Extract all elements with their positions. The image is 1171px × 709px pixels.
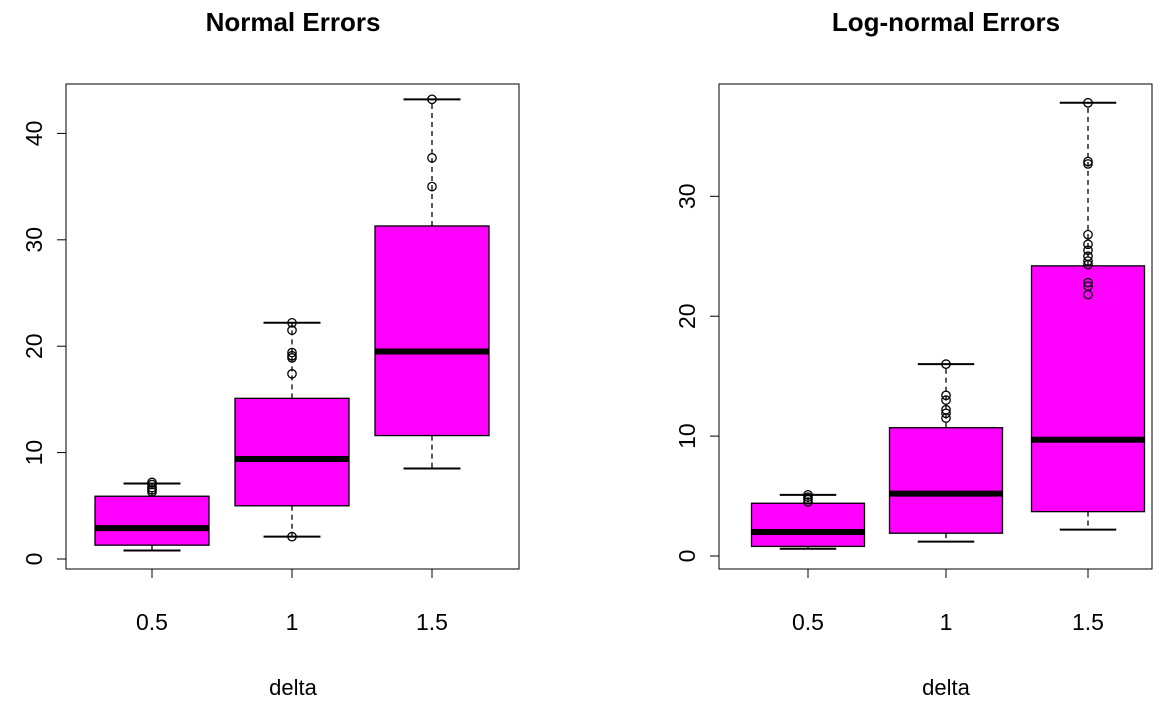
box-1.5: [374, 94, 490, 470]
outlier-point: [941, 390, 951, 401]
x-tick-label: 1: [940, 609, 953, 635]
iqr-box: [888, 427, 1004, 534]
x-tick-label: 1: [286, 609, 299, 635]
outlier-point: [941, 359, 951, 370]
chart-title: Log-normal Errors: [832, 7, 1060, 37]
outlier-point: [1083, 251, 1093, 262]
outlier-point: [287, 369, 297, 379]
outlier-point: [287, 317, 297, 328]
x-axis-label: delta: [922, 675, 970, 700]
x-tick-label: 0.5: [792, 609, 824, 635]
iqr-box: [94, 495, 210, 546]
outlier-point: [427, 153, 437, 163]
x-tick-label: 1.5: [416, 609, 448, 635]
box-0.5: [94, 477, 210, 552]
outlier-point: [147, 477, 157, 488]
outlier-point: [287, 325, 297, 336]
normal-errors-panel: Normal Errors 0.5 1 1.5 0 10 20 30 40 delta: [21, 7, 520, 700]
outlier-point: [803, 490, 813, 500]
outlier-point: [941, 395, 951, 405]
outlier-point: [1083, 256, 1093, 266]
outlier-point: [1083, 229, 1093, 240]
y-tick-label: 30: [21, 227, 47, 253]
outlier-point: [287, 350, 297, 361]
outlier-point: [1083, 156, 1093, 167]
axes: 0.5 1 1.5 0 10 20 30: [674, 184, 1104, 635]
y-tick-label: 0: [674, 550, 700, 563]
x-tick-label: 1.5: [1072, 609, 1104, 635]
x-axis-label: delta: [269, 675, 317, 700]
outlier-point: [287, 347, 297, 358]
outlier-point: [941, 404, 951, 415]
y-tick-label: 10: [674, 423, 700, 449]
y-tick-label: 20: [674, 303, 700, 329]
outlier-point: [941, 408, 951, 419]
outlier-point: [1083, 281, 1093, 292]
chart-title: Normal Errors: [206, 7, 381, 37]
iqr-box: [374, 225, 490, 437]
outlier-point: [287, 531, 297, 542]
iqr-box: [1030, 265, 1146, 513]
outlier-point: [1083, 277, 1093, 288]
box-marks: [94, 94, 490, 552]
y-tick-label: 10: [21, 440, 47, 466]
outlier-point: [147, 482, 157, 493]
y-tick-label: 0: [21, 553, 47, 566]
box-1.5: [1030, 97, 1146, 531]
box-1: [888, 359, 1004, 543]
axes: 0.5 1 1.5 0 10 20 30 40: [21, 121, 448, 635]
outlier-point: [1083, 245, 1093, 256]
outlier-point: [427, 181, 437, 192]
outlier-point: [1083, 239, 1093, 250]
y-tick-label: 30: [674, 184, 700, 210]
x-tick-label: 0.5: [136, 609, 168, 635]
box-0.5: [750, 490, 866, 550]
box-marks: [750, 97, 1146, 550]
outlier-point: [427, 94, 437, 105]
iqr-box: [750, 502, 866, 548]
y-tick-label: 40: [21, 121, 47, 147]
log-normal-errors-panel: Log-normal Errors 0.5 1 1.5 0 10 20 30 delta: [674, 7, 1153, 700]
iqr-box: [234, 397, 350, 507]
outlier-point: [1083, 97, 1093, 108]
box-1: [234, 317, 350, 542]
y-tick-label: 20: [21, 333, 47, 359]
